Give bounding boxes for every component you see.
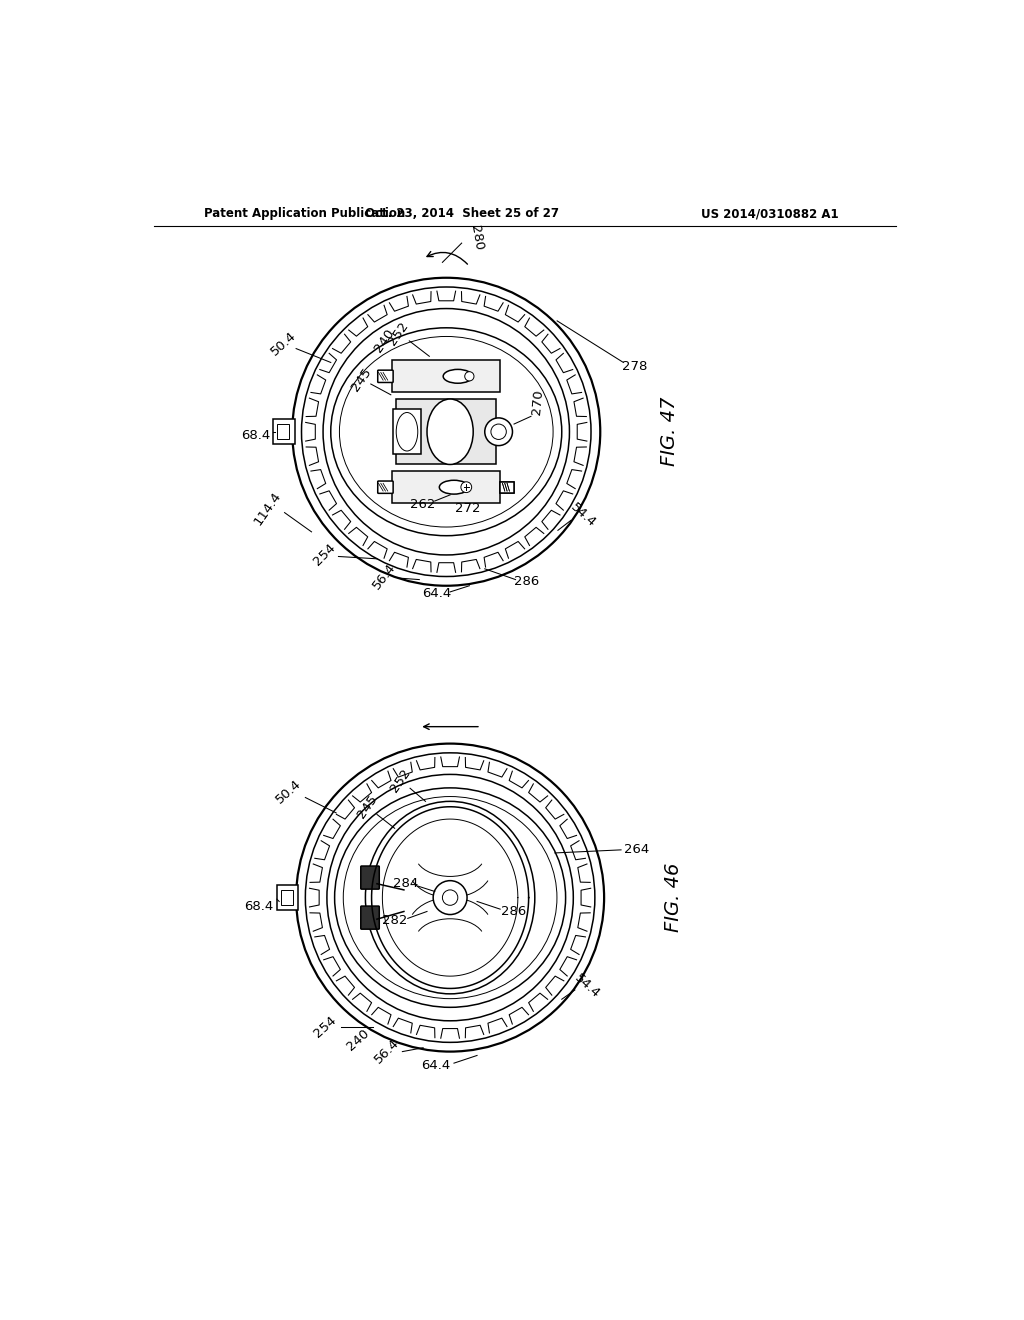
Ellipse shape <box>331 327 562 536</box>
Text: 245: 245 <box>354 792 380 821</box>
Bar <box>392 471 500 503</box>
Bar <box>392 360 500 392</box>
Ellipse shape <box>366 801 535 994</box>
Text: 264: 264 <box>624 843 649 857</box>
Text: 284: 284 <box>393 878 418 890</box>
Text: 54.4: 54.4 <box>572 972 602 1001</box>
Text: 280: 280 <box>468 224 485 251</box>
Text: 50.4: 50.4 <box>273 776 304 807</box>
Text: 282: 282 <box>382 915 408 927</box>
Text: 286: 286 <box>501 906 526 917</box>
Ellipse shape <box>335 788 565 1007</box>
Text: 68.4: 68.4 <box>245 900 273 913</box>
Text: 54.4: 54.4 <box>568 500 599 529</box>
Ellipse shape <box>427 399 473 465</box>
Circle shape <box>461 482 472 492</box>
Ellipse shape <box>443 370 472 383</box>
Text: 240: 240 <box>344 1027 372 1053</box>
Text: 56.4: 56.4 <box>372 1036 402 1067</box>
Text: 272: 272 <box>455 502 480 515</box>
Text: Oct. 23, 2014  Sheet 25 of 27: Oct. 23, 2014 Sheet 25 of 27 <box>365 207 559 220</box>
Bar <box>276 424 289 440</box>
FancyBboxPatch shape <box>360 906 379 929</box>
Text: 278: 278 <box>623 360 647 372</box>
Bar <box>276 886 298 909</box>
Circle shape <box>433 880 467 915</box>
Circle shape <box>484 418 512 446</box>
FancyBboxPatch shape <box>378 480 393 494</box>
Text: FIG. 47: FIG. 47 <box>660 397 679 466</box>
Text: 68.4: 68.4 <box>241 429 270 442</box>
Bar <box>500 482 514 492</box>
Ellipse shape <box>439 480 469 494</box>
Circle shape <box>465 372 474 381</box>
Text: 270: 270 <box>529 389 545 416</box>
Text: 245: 245 <box>349 366 374 393</box>
Text: 252: 252 <box>387 767 413 795</box>
Text: 56.4: 56.4 <box>371 561 398 593</box>
Text: 64.4: 64.4 <box>422 1059 451 1072</box>
Text: 286: 286 <box>514 576 540 589</box>
Bar <box>273 420 295 444</box>
Bar <box>281 890 293 906</box>
Text: 262: 262 <box>411 499 436 511</box>
Text: 50.4: 50.4 <box>267 329 298 358</box>
Text: Patent Application Publication: Patent Application Publication <box>204 207 404 220</box>
Text: 254: 254 <box>311 541 338 569</box>
Bar <box>500 482 514 492</box>
Bar <box>396 399 497 465</box>
Text: US 2014/0310882 A1: US 2014/0310882 A1 <box>701 207 839 220</box>
Text: 252: 252 <box>386 319 412 347</box>
Text: 114.4: 114.4 <box>252 490 284 528</box>
FancyBboxPatch shape <box>360 866 379 890</box>
FancyBboxPatch shape <box>378 370 393 383</box>
Text: 254: 254 <box>311 1014 339 1040</box>
Text: FIG. 46: FIG. 46 <box>664 863 683 932</box>
Bar <box>393 409 421 454</box>
Text: 240: 240 <box>372 327 397 355</box>
Text: 64.4: 64.4 <box>422 587 452 601</box>
